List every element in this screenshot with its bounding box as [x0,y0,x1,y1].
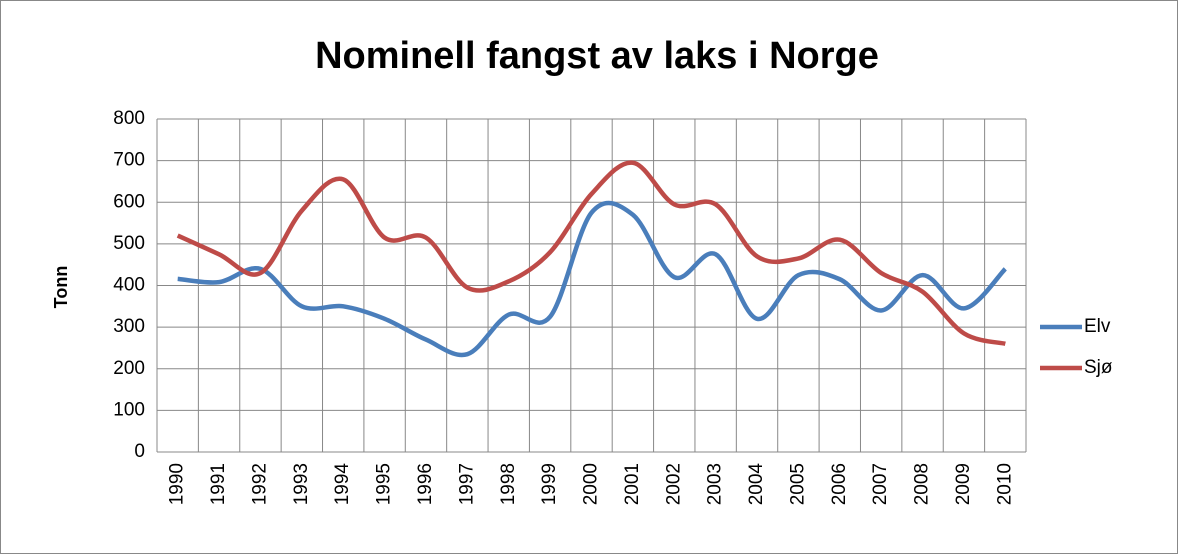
x-tick-label: 2006 [829,463,850,505]
x-tick-label: 2001 [622,463,643,505]
y-tick-label: 600 [113,191,145,212]
chart-title: Nominell fangst av laks i Norge [315,35,879,77]
x-tick-label: 2004 [746,463,767,506]
series-line [177,200,1007,358]
x-tick-label: 2009 [953,463,974,505]
series-line [176,160,1006,346]
y-tick-label: 700 [113,150,145,171]
x-tick-label: 1990 [167,463,188,505]
x-tick-label: 1991 [208,463,229,505]
x-tick-label: 1996 [415,463,436,505]
y-tick-label: 0 [134,441,145,462]
x-tick-label: 1999 [539,463,560,505]
y-tick-label: 500 [113,233,145,254]
x-tick-label: 1994 [332,463,353,506]
x-tick-label: 1992 [249,463,270,505]
y-tick-label: 200 [113,358,145,379]
y-tick-label: 400 [113,275,145,296]
x-tick-label: 1998 [498,463,519,505]
x-tick-label: 2007 [870,463,891,505]
x-tick-label: 2005 [787,463,808,505]
x-tick-label: 1997 [456,463,477,505]
x-tick-label: 2008 [912,463,933,505]
x-tick-label: 1993 [291,463,312,505]
x-tick-label: 2000 [581,463,602,505]
x-tick-label: 2010 [994,463,1015,505]
y-tick-label: 100 [113,399,145,420]
legend-label: Elv [1084,316,1111,337]
legend-label: Sjø [1084,357,1113,378]
x-tick-label: 1995 [374,463,395,505]
y-tick-label: 300 [113,316,145,337]
y-axis-label: Tonn [51,266,71,309]
y-tick-label: 800 [113,108,145,129]
x-tick-label: 2002 [663,463,684,505]
x-tick-label: 2003 [705,463,726,505]
